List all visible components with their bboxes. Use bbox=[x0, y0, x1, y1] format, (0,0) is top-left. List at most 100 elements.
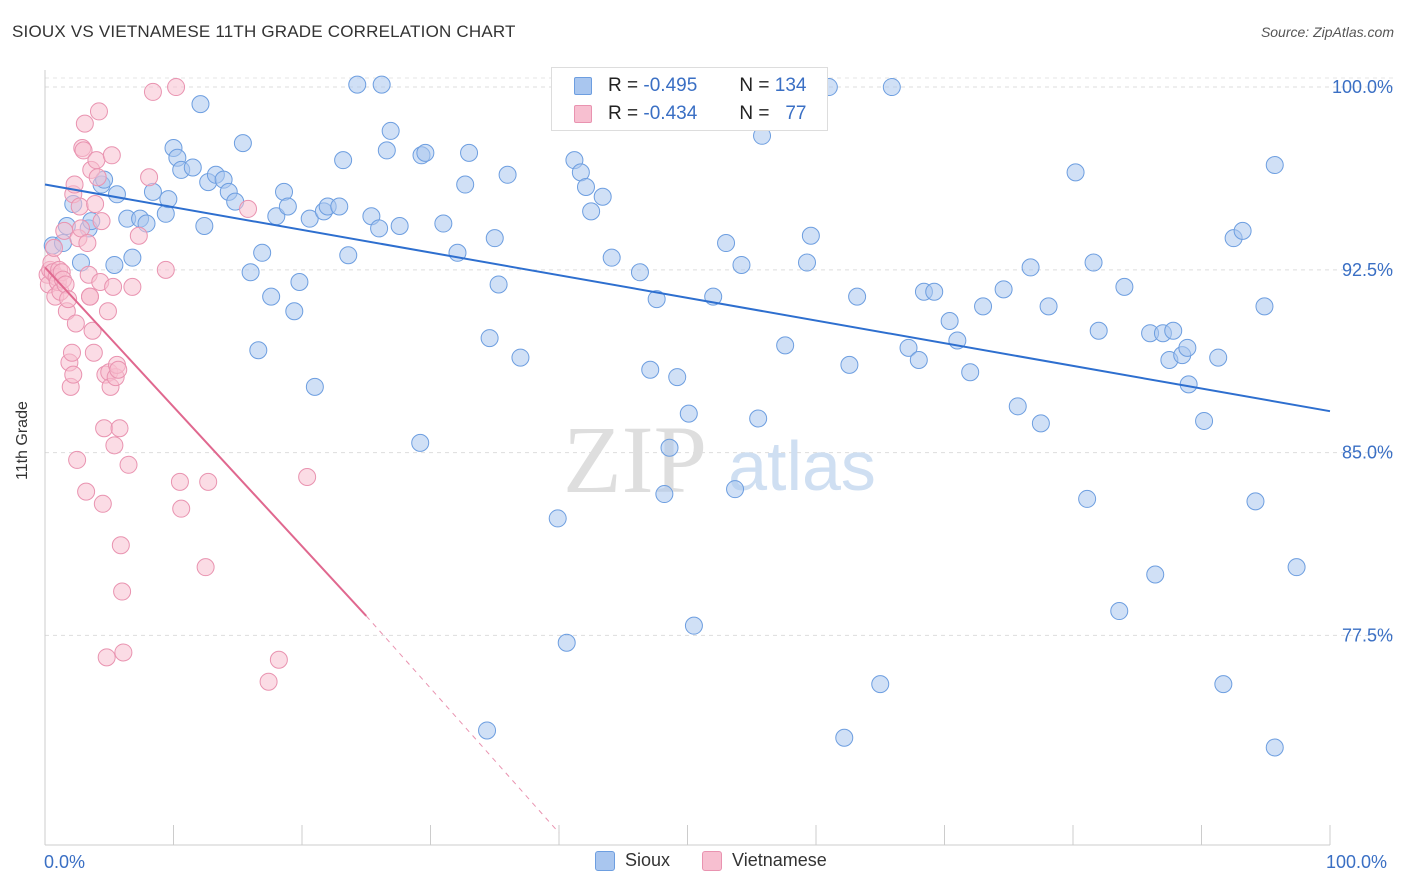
legend-n-label: N = bbox=[739, 103, 770, 124]
data-point bbox=[1066, 163, 1085, 182]
x-tick-label-max: 100.0% bbox=[1326, 852, 1388, 872]
legend-label-sioux: Sioux bbox=[625, 850, 671, 870]
data-point bbox=[576, 177, 595, 196]
y-tick-label: 100.0% bbox=[1332, 77, 1393, 97]
data-point bbox=[370, 219, 389, 238]
gridlines bbox=[45, 77, 1395, 636]
data-point bbox=[411, 433, 430, 452]
data-point bbox=[64, 365, 83, 384]
data-point bbox=[1021, 258, 1040, 277]
data-point bbox=[262, 287, 281, 306]
data-point bbox=[183, 158, 202, 177]
data-point bbox=[899, 338, 918, 357]
data-point bbox=[684, 616, 703, 635]
data-point bbox=[582, 202, 601, 221]
data-point bbox=[105, 436, 124, 455]
data-point bbox=[726, 480, 745, 499]
legend-swatch-vietnamese bbox=[702, 850, 723, 871]
data-point bbox=[109, 360, 128, 379]
data-point bbox=[1110, 602, 1129, 621]
data-point bbox=[511, 348, 530, 367]
data-point bbox=[871, 675, 890, 694]
data-point bbox=[909, 351, 928, 370]
legend-r-label: R = bbox=[608, 75, 639, 96]
data-point bbox=[390, 216, 409, 235]
data-point bbox=[129, 226, 148, 245]
data-point bbox=[1233, 221, 1252, 240]
data-point bbox=[1008, 397, 1027, 416]
data-point bbox=[1209, 348, 1228, 367]
x-tick-label-min: 0.0% bbox=[44, 852, 86, 872]
data-point bbox=[80, 287, 99, 306]
data-point bbox=[940, 312, 959, 331]
data-point bbox=[994, 280, 1013, 299]
watermark-zip: ZIP bbox=[563, 406, 707, 513]
legend-n-value: 134 bbox=[774, 75, 807, 96]
legend-item-vietnamese: Vietnamese bbox=[702, 850, 827, 871]
data-point bbox=[140, 168, 159, 187]
trend-line-vietnamese-extension bbox=[365, 615, 560, 834]
data-point bbox=[1078, 489, 1097, 508]
data-point bbox=[269, 650, 288, 669]
data-point bbox=[602, 248, 621, 267]
data-point bbox=[107, 185, 126, 204]
data-point bbox=[305, 377, 324, 396]
data-point bbox=[298, 467, 317, 486]
data-point bbox=[87, 151, 106, 170]
data-point bbox=[381, 121, 400, 140]
legend-n-value: 77 bbox=[785, 103, 807, 124]
data-point bbox=[172, 499, 191, 518]
data-point bbox=[641, 360, 660, 379]
data-point bbox=[113, 582, 132, 601]
legend-n-label: N = bbox=[739, 75, 770, 96]
data-point bbox=[456, 175, 475, 194]
watermark-atlas: atlas bbox=[728, 427, 876, 505]
data-point bbox=[485, 229, 504, 248]
data-point bbox=[95, 419, 114, 438]
data-point bbox=[1164, 321, 1183, 340]
data-point bbox=[159, 190, 178, 209]
data-point bbox=[233, 134, 252, 153]
data-point bbox=[1115, 277, 1134, 296]
y-tick-label: 77.5% bbox=[1342, 625, 1393, 645]
series-vietnamese bbox=[38, 78, 317, 691]
data-point bbox=[123, 277, 142, 296]
data-point bbox=[1214, 675, 1233, 694]
data-point bbox=[44, 238, 63, 257]
data-point bbox=[1265, 156, 1284, 175]
data-point bbox=[679, 404, 698, 423]
data-point bbox=[372, 75, 391, 94]
y-tick-label: 85.0% bbox=[1342, 443, 1393, 463]
data-point bbox=[278, 197, 297, 216]
data-point bbox=[300, 209, 319, 228]
data-point bbox=[196, 558, 215, 577]
data-point bbox=[66, 314, 85, 333]
data-point bbox=[290, 273, 309, 292]
chart-title: SIOUX VS VIETNAMESE 11TH GRADE CORRELATI… bbox=[12, 22, 516, 41]
data-point bbox=[93, 494, 112, 513]
legend-r-value: -0.495 bbox=[643, 75, 698, 96]
data-point bbox=[156, 260, 175, 279]
data-point bbox=[170, 472, 189, 491]
data-point bbox=[668, 368, 687, 387]
legend-r-value: -0.434 bbox=[643, 103, 698, 124]
data-point bbox=[1246, 492, 1265, 511]
data-point bbox=[974, 297, 993, 316]
data-point bbox=[330, 197, 349, 216]
data-point bbox=[97, 648, 116, 667]
data-point bbox=[480, 329, 499, 348]
trend-line-vietnamese bbox=[44, 266, 367, 617]
data-point bbox=[104, 277, 123, 296]
data-point bbox=[110, 419, 129, 438]
data-point bbox=[167, 78, 186, 97]
data-point bbox=[1031, 414, 1050, 433]
data-point bbox=[92, 212, 111, 231]
data-point bbox=[1287, 558, 1306, 577]
data-point bbox=[647, 290, 666, 309]
data-point bbox=[801, 226, 820, 245]
data-point bbox=[195, 216, 214, 235]
data-point bbox=[75, 114, 94, 133]
data-point bbox=[253, 243, 272, 262]
series-legend: Sioux Vietnamese bbox=[595, 850, 859, 871]
